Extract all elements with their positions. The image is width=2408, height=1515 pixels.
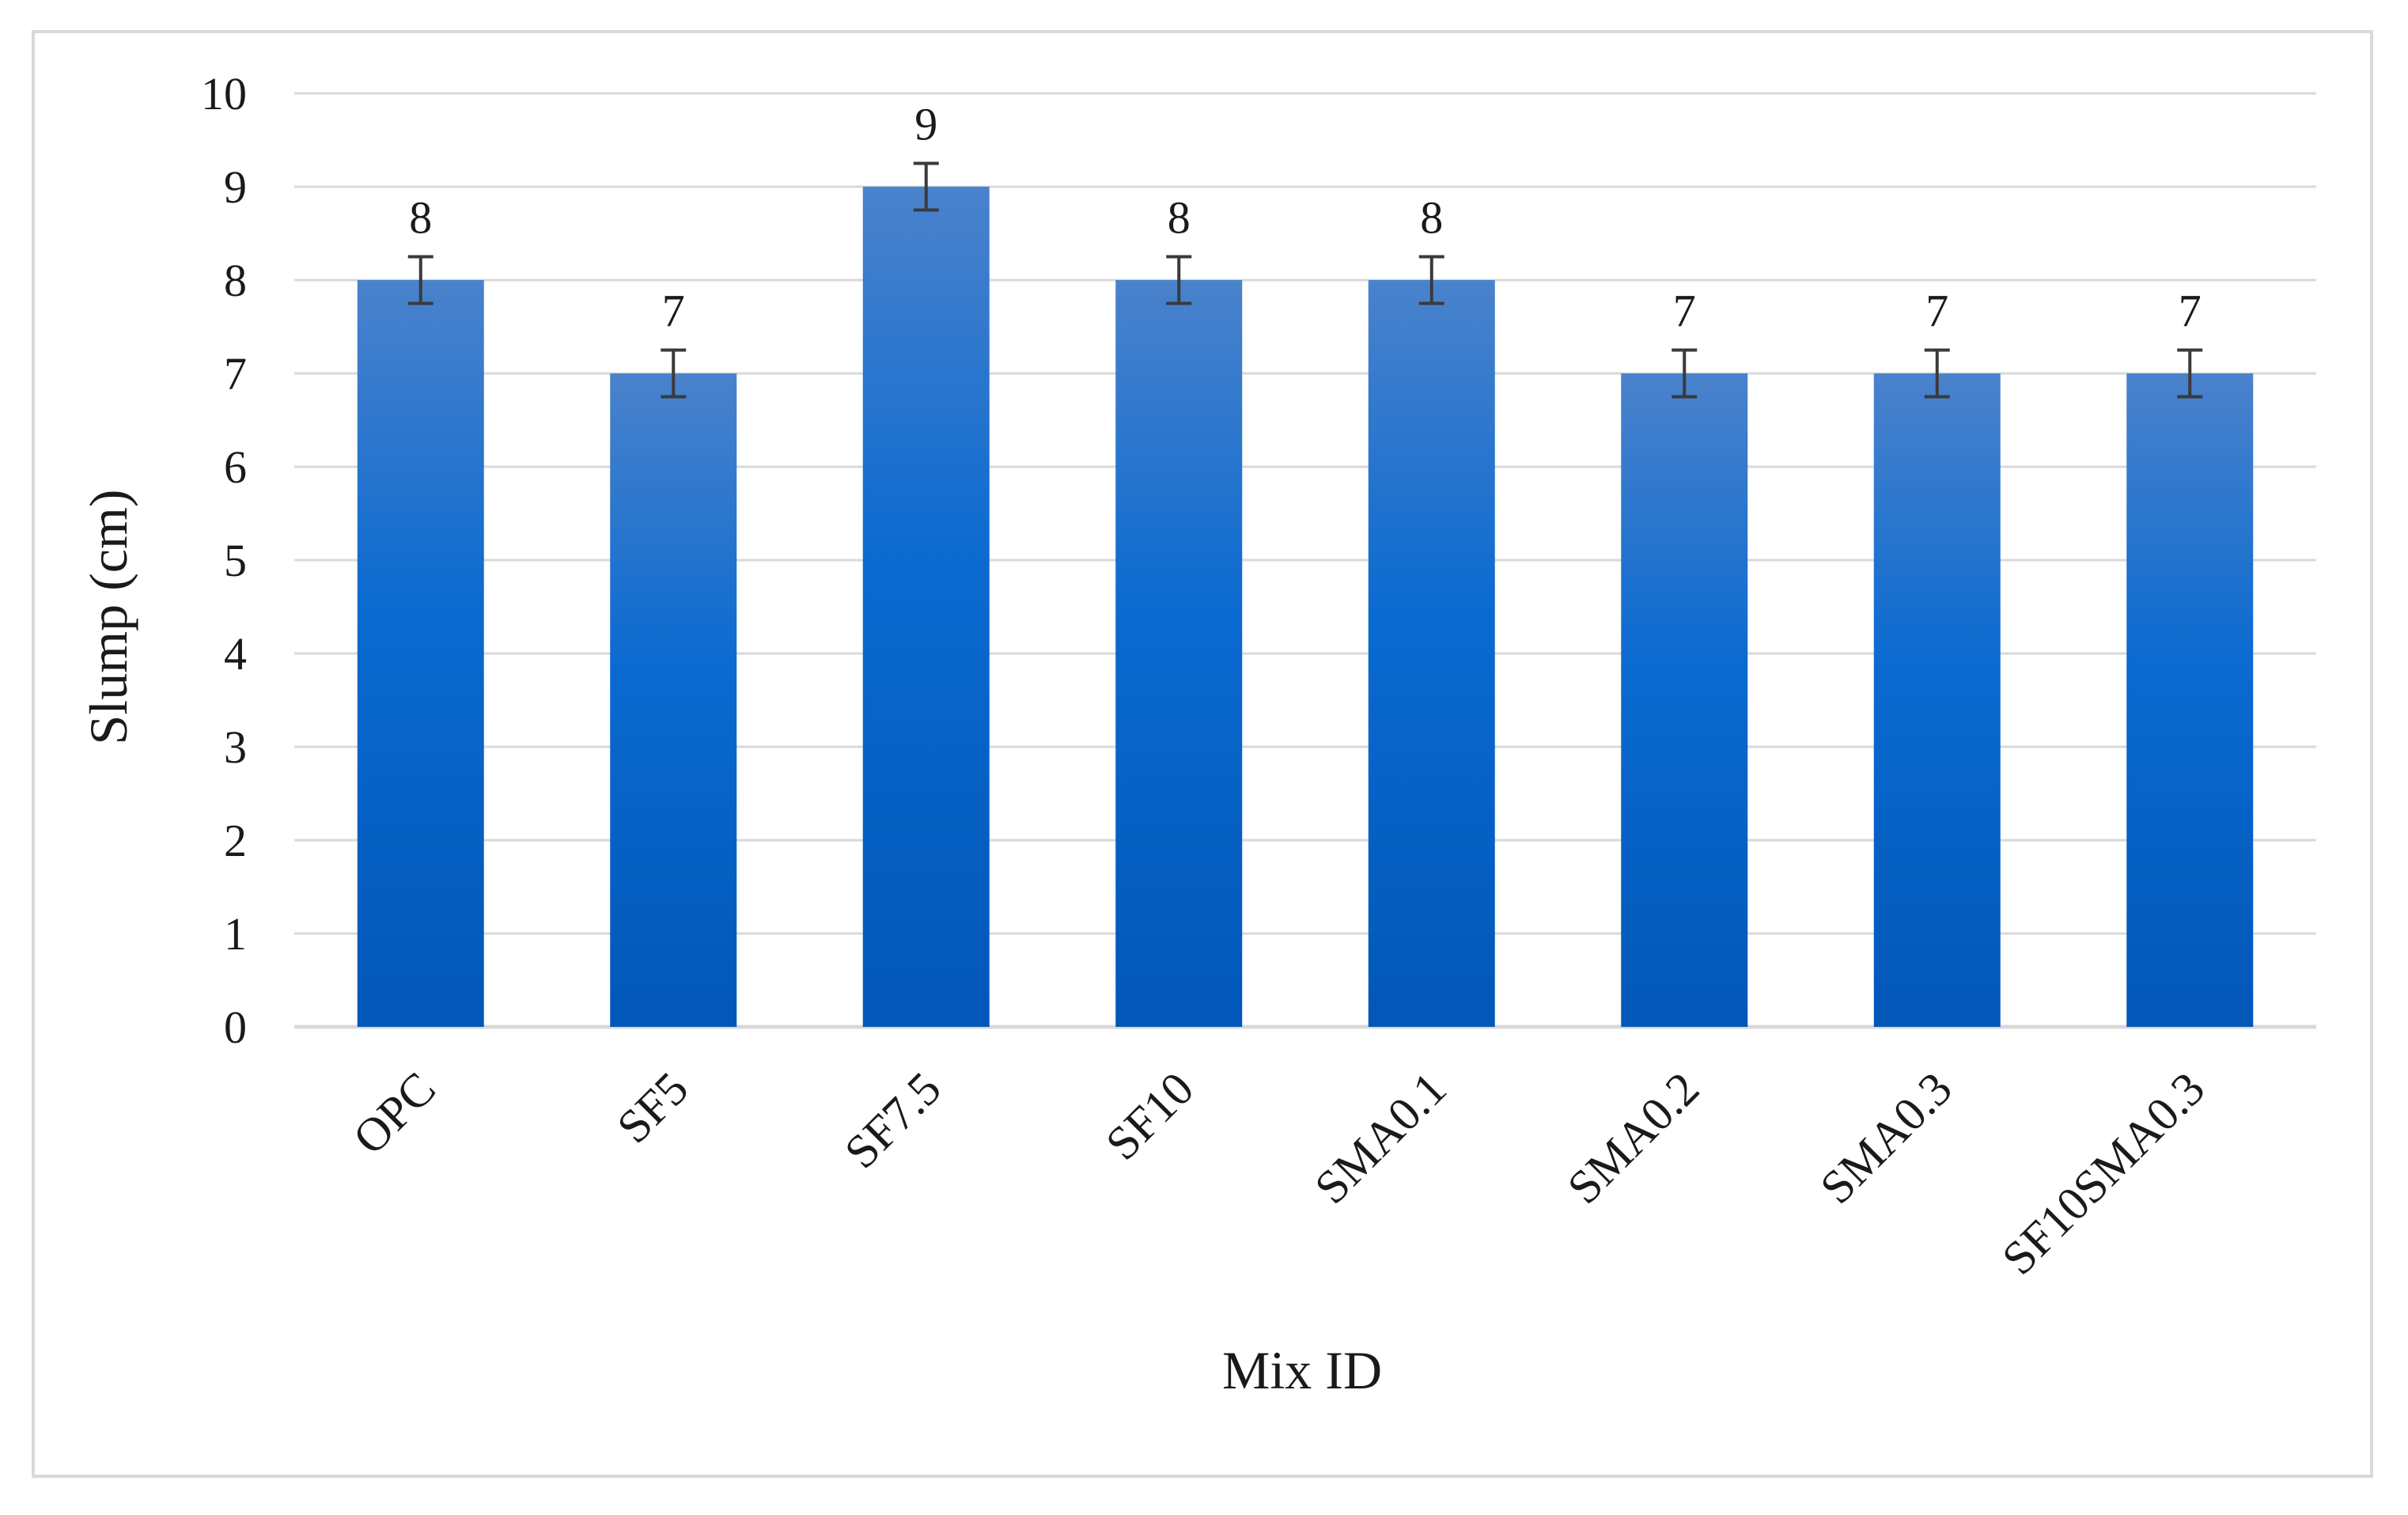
y-tick-label: 6: [224, 441, 247, 493]
y-tick-label: 9: [224, 161, 247, 213]
y-tick-label: 4: [224, 628, 247, 680]
x-category-label: SMA0.3: [1810, 1062, 1962, 1214]
bar-sf5: [610, 373, 737, 1027]
data-label: 8: [409, 192, 432, 244]
y-tick-label: 8: [224, 255, 247, 306]
bar-sf7.5: [862, 187, 990, 1027]
x-category-label: SF10: [1096, 1062, 1203, 1170]
error-bar: [407, 255, 434, 305]
bar-sma0.1: [1368, 280, 1495, 1027]
y-tick-labels: 0 1 2 3 4 5 6 7 8 9 10: [201, 68, 247, 1053]
error-bars: [407, 161, 2203, 399]
data-labels: 8 7 9 8 8 7 7 7: [409, 99, 2202, 337]
error-bar: [1166, 255, 1192, 305]
bar-sma0.2: [1621, 373, 1748, 1027]
x-axis-title: Mix ID: [1222, 1340, 1382, 1400]
error-bar: [2177, 348, 2203, 399]
data-label: 7: [1925, 286, 1948, 337]
y-tick-label: 3: [224, 722, 247, 773]
y-tick-label: 7: [224, 348, 247, 400]
error-bar: [913, 161, 939, 212]
bar-sf10sma0.3: [2126, 373, 2254, 1027]
bar-sma0.3: [1873, 373, 2001, 1027]
data-label: 7: [1673, 286, 1696, 337]
bar-sf10: [1115, 280, 1243, 1027]
bars: [357, 187, 2254, 1027]
data-label: 8: [1168, 192, 1191, 244]
x-category-label: SF10SMA0.3: [1992, 1062, 2214, 1285]
y-tick-label: 5: [224, 535, 247, 586]
data-label: 7: [662, 286, 685, 337]
bar-opc: [357, 280, 484, 1027]
data-label: 7: [2179, 286, 2202, 337]
x-category-labels: OPC SF5 SF7.5 SF10 SMA0.1 SMA0.2 SMA0.3 SF10SMA…: [343, 1062, 2215, 1285]
y-axis-title: Slump (cm): [78, 490, 138, 745]
y-tick-label: 1: [224, 908, 247, 960]
y-tick-label: 0: [224, 1002, 247, 1053]
error-bar: [1418, 255, 1444, 305]
x-category-label: SF5: [607, 1062, 698, 1153]
data-label: 8: [1420, 192, 1443, 244]
x-category-label: SF7.5: [835, 1062, 951, 1179]
x-category-label: SMA0.1: [1304, 1062, 1456, 1214]
gridlines: [294, 92, 2316, 1029]
error-bar: [1672, 348, 1698, 399]
x-category-label: OPC: [343, 1062, 445, 1165]
y-tick-label: 2: [224, 815, 247, 866]
y-tick-label: 10: [201, 68, 247, 119]
error-bar: [661, 348, 687, 399]
x-category-label: SMA0.2: [1558, 1062, 1709, 1214]
error-bar: [1924, 348, 1950, 399]
data-label: 9: [914, 99, 937, 150]
